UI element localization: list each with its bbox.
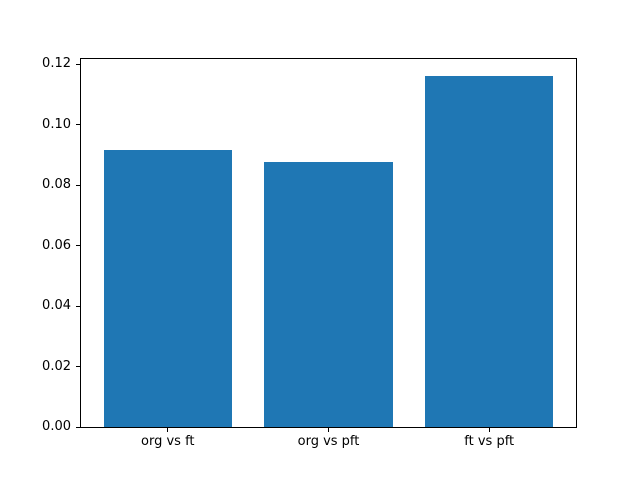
y-tick-label: 0.00 xyxy=(42,419,71,434)
x-tick-label: org vs ft xyxy=(141,434,195,449)
y-tick-mark xyxy=(76,185,80,186)
x-tick-label: ft vs pft xyxy=(464,434,515,449)
x-tick-mark xyxy=(328,428,329,432)
y-tick-label: 0.12 xyxy=(42,56,71,72)
y-tick-label: 0.06 xyxy=(42,237,71,253)
plot-area: org vs ft org vs pft ft vs pft 0.00 0.02 0.04… xyxy=(42,56,577,449)
y-tick-mark xyxy=(76,366,80,367)
bar xyxy=(103,150,233,427)
y-tick-label: 0.10 xyxy=(42,116,71,132)
y-tick-mark xyxy=(76,64,80,65)
bar xyxy=(264,161,393,427)
y-tick-mark xyxy=(76,306,80,307)
y-tick-mark xyxy=(76,124,80,125)
x-tick-mark xyxy=(167,428,169,432)
y-tick-label: 0.04 xyxy=(42,298,71,314)
y-tick-mark xyxy=(76,245,80,246)
x-tick-label: org vs pft xyxy=(297,434,360,449)
y-tick-mark xyxy=(76,427,80,428)
y-tick-label: 0.08 xyxy=(42,177,71,193)
bar xyxy=(424,76,554,427)
x-tick-mark xyxy=(488,428,490,432)
y-tick-label: 0.02 xyxy=(42,358,71,374)
